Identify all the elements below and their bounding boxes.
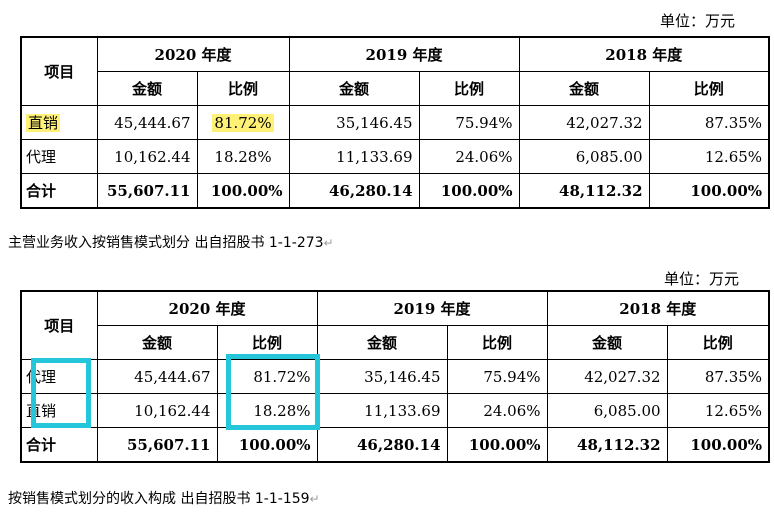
- revenue-table-1: 项目 2020 年度 2019 年度 2018 年度 金额 比例 金额 比例 金…: [20, 36, 771, 209]
- row-label: 代理: [20, 139, 98, 174]
- caption-text: 按销售模式划分的收入构成 出自招股书 1-1-159: [8, 491, 310, 507]
- cell-value: 100.00%: [446, 427, 548, 463]
- header-amount: 金额: [546, 325, 668, 360]
- cell-value: 11,133.69: [288, 139, 420, 174]
- cell-value: 46,280.14: [316, 427, 448, 463]
- cell-value: 6,085.00: [546, 393, 668, 428]
- cell-value: 24.06%: [446, 393, 548, 428]
- cell-value: 11,133.69: [316, 393, 448, 428]
- cell-value: 87.35%: [666, 359, 770, 394]
- header-item: 项目: [20, 36, 98, 106]
- header-ratio: 比例: [196, 71, 290, 106]
- cell-value: 87.35%: [648, 105, 770, 140]
- cell-value: 18.28%: [196, 139, 290, 174]
- paragraph-mark-icon: ↵: [309, 492, 320, 506]
- table-row: 直销 10,162.44 18.28% 11,133.69 24.06% 6,0…: [20, 393, 770, 428]
- caption-1: 主营业务收入按销售模式划分 出自招股书 1-1-273↵: [8, 232, 334, 252]
- cell-value: 100.00%: [418, 173, 520, 209]
- unit-label: 单位：万元: [660, 12, 736, 30]
- cell-value: 24.06%: [418, 139, 520, 174]
- highlighted-text: 直销: [26, 114, 61, 132]
- cell-value: 10,162.44: [96, 393, 218, 428]
- cell-value: 6,085.00: [518, 139, 650, 174]
- cell-value: 81.72%: [196, 105, 290, 140]
- annotation-box-ratios: [226, 354, 320, 430]
- header-amount: 金额: [288, 71, 420, 106]
- cell-value: 12.65%: [648, 139, 770, 174]
- cell-value: 12.65%: [666, 393, 770, 428]
- cell-value: 10,162.44: [96, 139, 198, 174]
- cell-value: 100.00%: [666, 427, 770, 463]
- cell-value: 100.00%: [216, 427, 318, 463]
- header-year-2019: 2019 年度: [316, 290, 548, 326]
- cell-value: 45,444.67: [96, 359, 218, 394]
- cell-value: 42,027.32: [546, 359, 668, 394]
- row-label: 合计: [20, 173, 98, 209]
- cell-value: 75.94%: [418, 105, 520, 140]
- header-ratio: 比例: [418, 71, 520, 106]
- header-year-2019: 2019 年度: [288, 36, 520, 72]
- cell-value: 45,444.67: [96, 105, 198, 140]
- header-item: 项目: [20, 290, 98, 360]
- cell-value: 100.00%: [196, 173, 290, 209]
- table-row-total: 合计 55,607.11 100.00% 46,280.14 100.00% 4…: [20, 427, 770, 463]
- caption-2: 按销售模式划分的收入构成 出自招股书 1-1-159↵: [8, 488, 320, 508]
- cell-value: 48,112.32: [518, 173, 650, 209]
- cell-value: 42,027.32: [518, 105, 650, 140]
- cell-value: 35,146.45: [316, 359, 448, 394]
- highlighted-text: 81.72%: [212, 113, 274, 132]
- header-year-2018: 2018 年度: [546, 290, 770, 326]
- cell-value: 75.94%: [446, 359, 548, 394]
- cell-value: 48,112.32: [546, 427, 668, 463]
- caption-text: 主营业务收入按销售模式划分 出自招股书 1-1-273: [8, 235, 324, 251]
- header-year-2020: 2020 年度: [96, 36, 290, 72]
- header-year-2018: 2018 年度: [518, 36, 770, 72]
- unit-label: 单位：万元: [664, 270, 740, 288]
- row-label: 直销: [20, 105, 98, 140]
- cell-value: 55,607.11: [96, 427, 218, 463]
- cell-value: 55,607.11: [96, 173, 198, 209]
- table-row: 直销 45,444.67 81.72% 35,146.45 75.94% 42,…: [20, 105, 770, 140]
- header-amount: 金额: [96, 71, 198, 106]
- header-amount: 金额: [518, 71, 650, 106]
- cell-value: 100.00%: [648, 173, 770, 209]
- header-ratio: 比例: [666, 325, 770, 360]
- revenue-table-2: 项目 2020 年度 2019 年度 2018 年度 金额 比例 金额 比例 金…: [20, 290, 771, 463]
- row-label: 合计: [20, 427, 98, 463]
- annotation-box-labels: [31, 358, 91, 428]
- cell-value: 35,146.45: [288, 105, 420, 140]
- table-row: 代理 10,162.44 18.28% 11,133.69 24.06% 6,0…: [20, 139, 770, 174]
- table-row-total: 合计 55,607.11 100.00% 46,280.14 100.00% 4…: [20, 173, 770, 209]
- header-ratio: 比例: [648, 71, 770, 106]
- table-row: 代理 45,444.67 81.72% 35,146.45 75.94% 42,…: [20, 359, 770, 394]
- cell-value: 46,280.14: [288, 173, 420, 209]
- paragraph-mark-icon: ↵: [323, 236, 334, 250]
- header-amount: 金额: [316, 325, 448, 360]
- header-amount: 金额: [96, 325, 218, 360]
- header-year-2020: 2020 年度: [96, 290, 318, 326]
- header-ratio: 比例: [446, 325, 548, 360]
